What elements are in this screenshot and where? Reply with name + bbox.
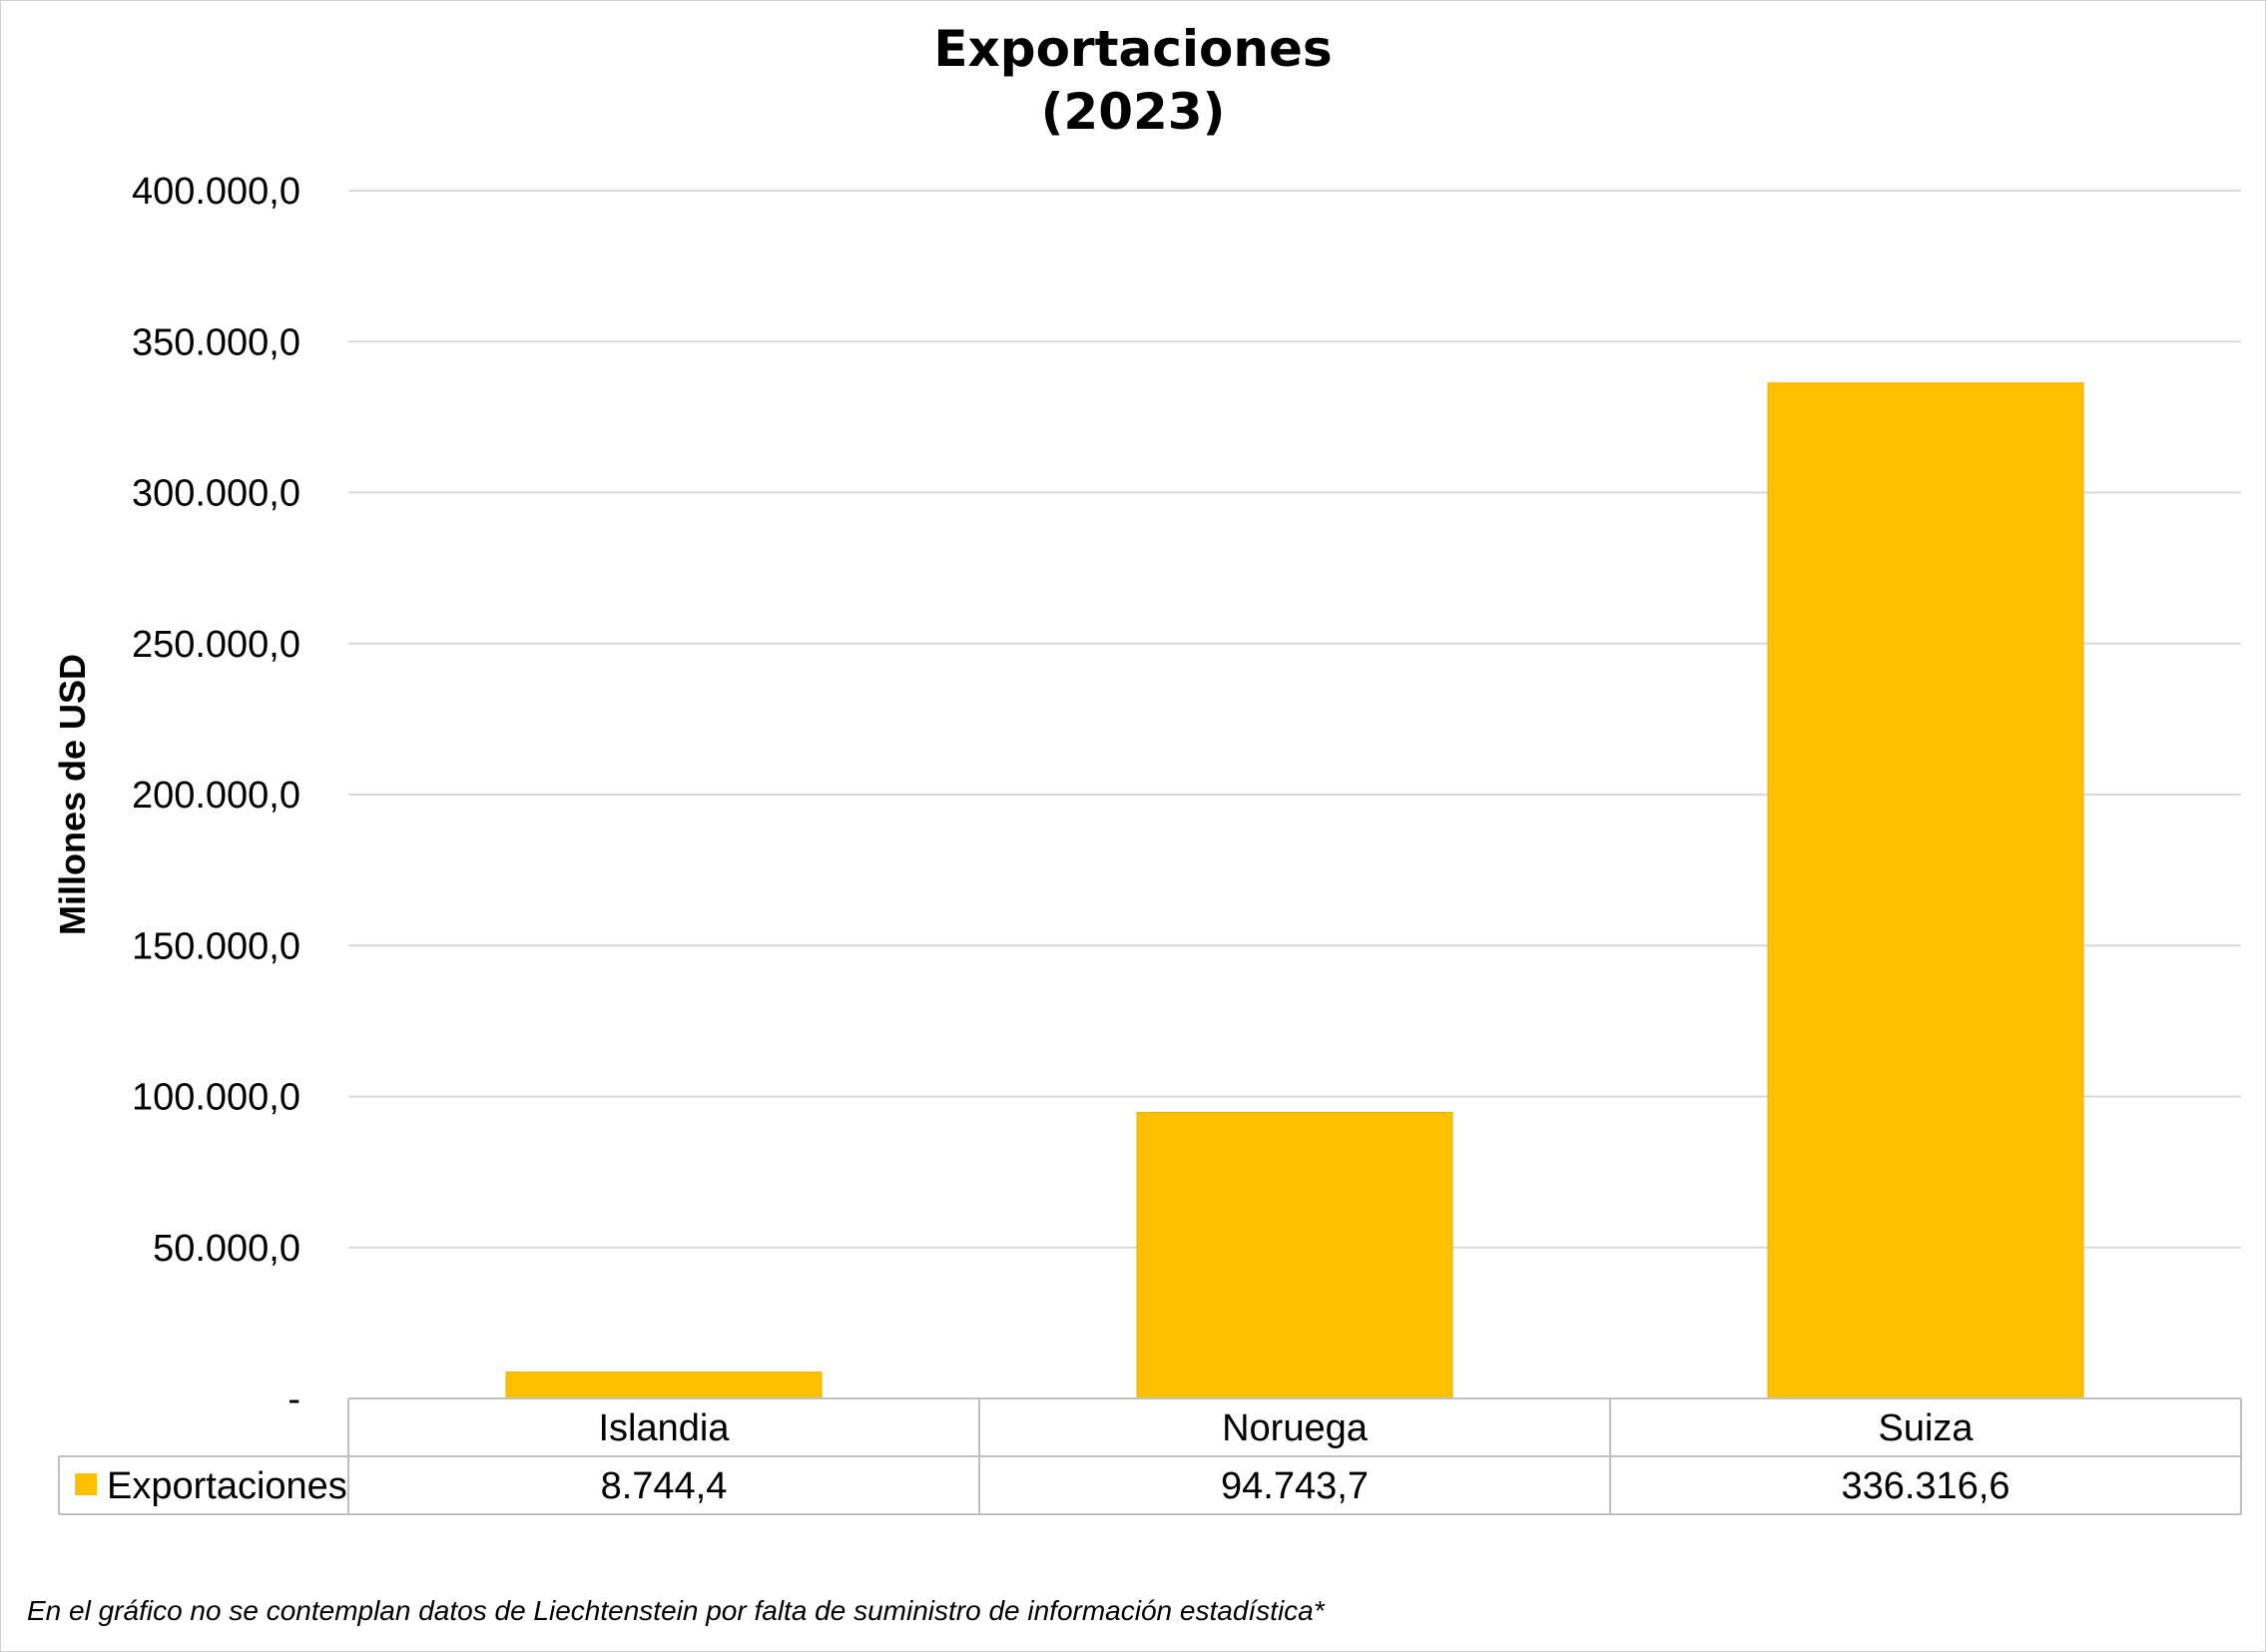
x-category-label: Noruega (1222, 1407, 1369, 1449)
legend-label: Exportaciones (107, 1465, 347, 1507)
y-tick-label: 150.000,0 (132, 925, 300, 967)
data-label: 94.743,7 (1221, 1465, 1369, 1507)
y-tick-label: 400.000,0 (132, 171, 300, 213)
footnote: En el gráfico no se contemplan datos de … (27, 1595, 1326, 1626)
legend-key (75, 1473, 97, 1495)
data-label: 336.316,6 (1841, 1465, 2009, 1507)
bar-islandia (505, 1372, 823, 1399)
y-axis-label: Millones de USD (52, 654, 93, 935)
data-label: 8.744,4 (601, 1465, 728, 1507)
y-axis-ticks: - 50.000,0 100.000,0 150.000,0 200.000,0 250.… (132, 171, 300, 1420)
gridlines (348, 190, 2241, 1249)
bar-noruega (1136, 1111, 1453, 1399)
y-tick-label: 250.000,0 (132, 624, 300, 666)
chart-subtitle: (2023) (1041, 83, 1226, 141)
bar-suiza (1767, 382, 2084, 1399)
y-tick-label: 50.000,0 (153, 1228, 300, 1270)
y-tick-label: 350.000,0 (132, 321, 300, 363)
bars (505, 382, 2084, 1399)
chart-title: Exportaciones (933, 20, 1332, 78)
x-category-label: Islandia (599, 1407, 731, 1449)
x-category-label: Suiza (1878, 1407, 1974, 1449)
data-table: Islandia 8.744,4 Noruega 94.743,7 Suiza 336.3… (58, 1397, 2242, 1515)
y-tick-label: 100.000,0 (132, 1077, 300, 1119)
y-tick-label: 200.000,0 (132, 775, 300, 817)
y-tick-label: 300.000,0 (132, 473, 300, 515)
y-tick-label: - (287, 1378, 300, 1420)
